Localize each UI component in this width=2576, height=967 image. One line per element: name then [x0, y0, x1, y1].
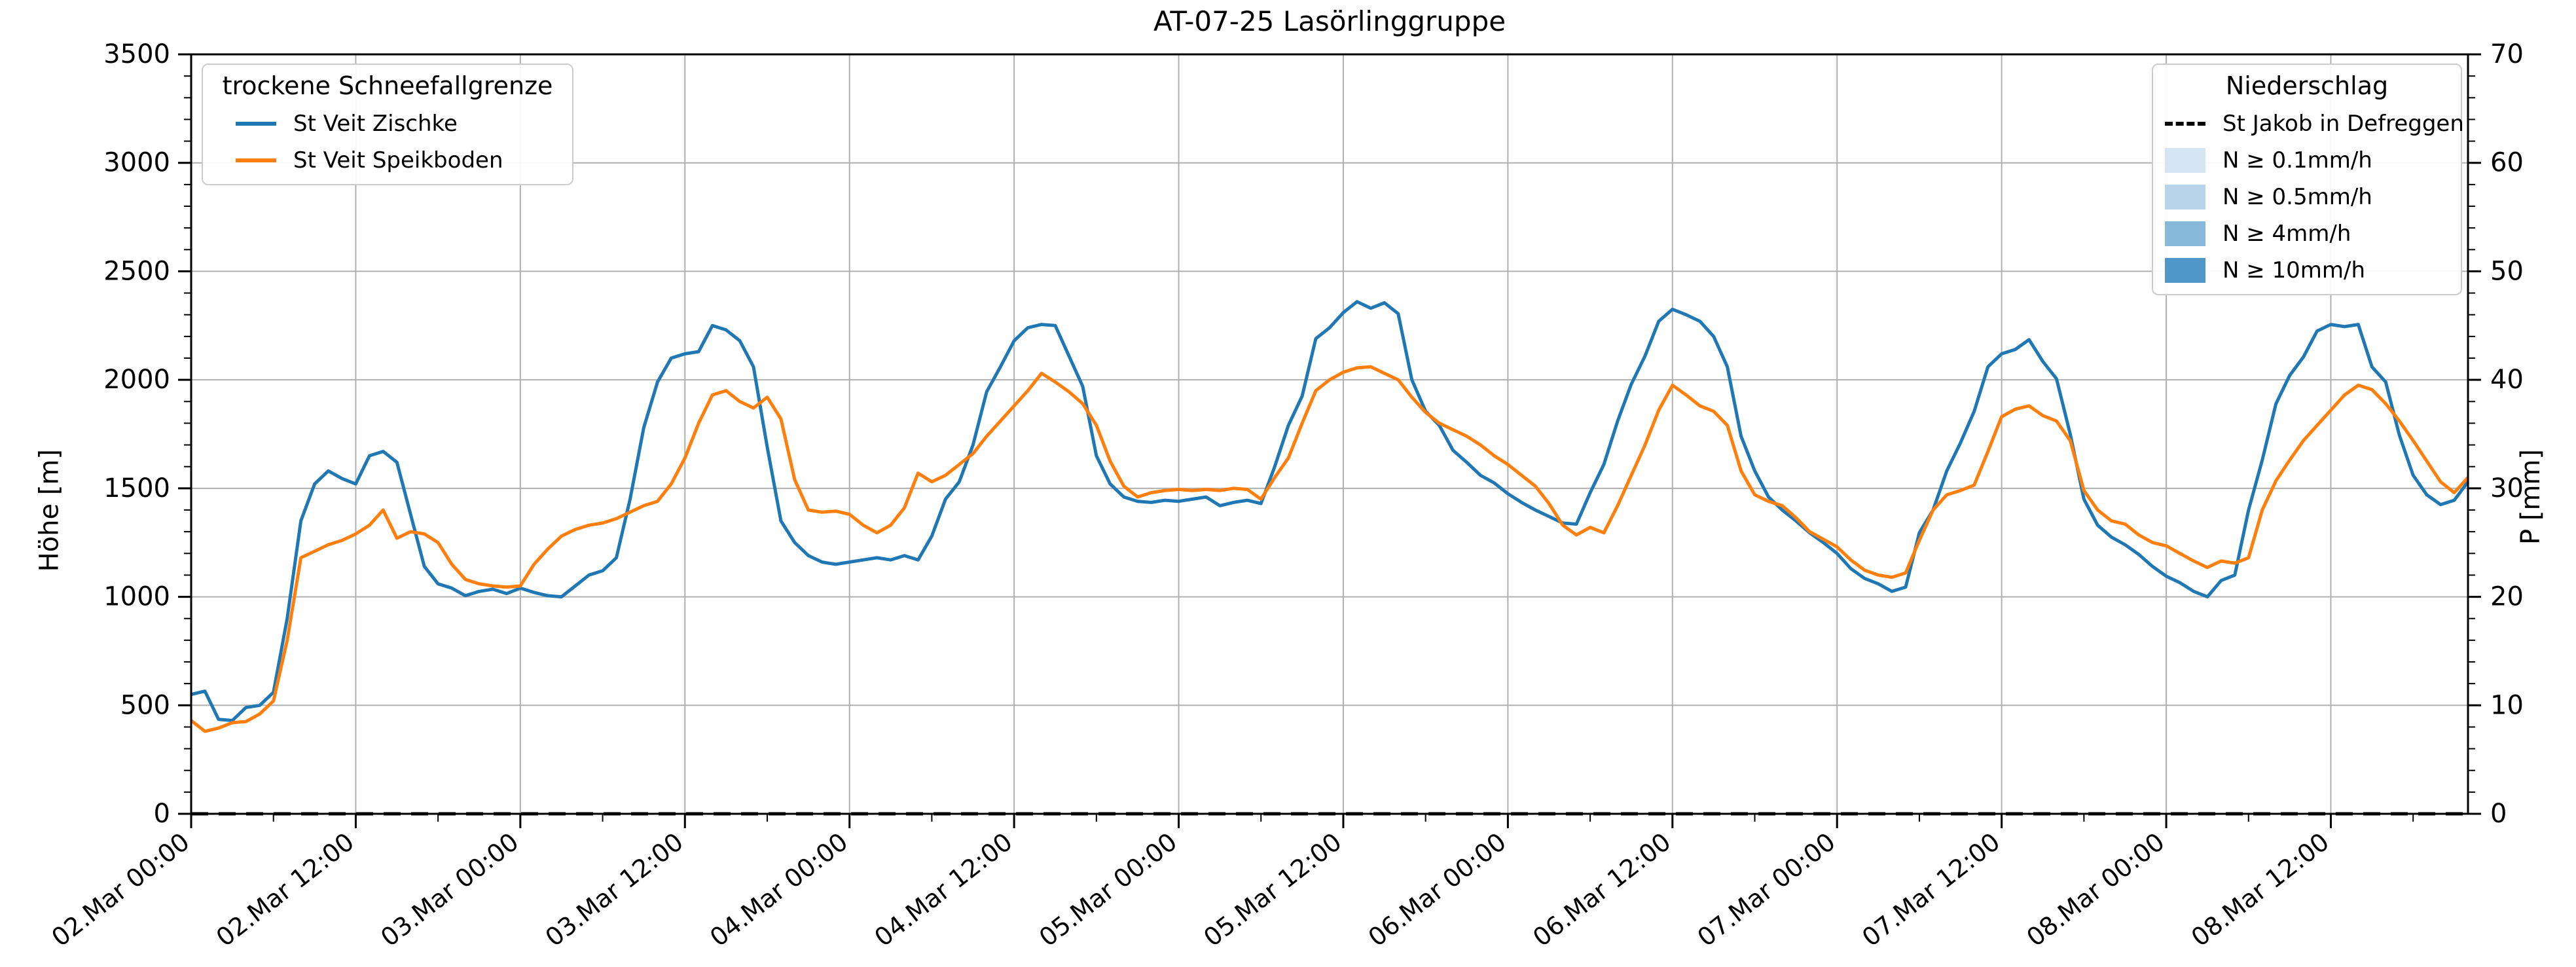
plot-border — [190, 53, 2469, 815]
x-tick-label: 03.Mar 12:00 — [540, 827, 689, 952]
y2-tick-label: 40 — [2490, 365, 2524, 395]
legend-snowfall-entry-label: St Veit Zischke — [293, 111, 458, 137]
right-axis-label-text: P [mm] — [2515, 448, 2546, 545]
y2-tick-label: 30 — [2490, 473, 2524, 503]
x-tick-label: 05.Mar 12:00 — [1198, 827, 1347, 952]
x-tick-label: 05.Mar 00:00 — [1034, 827, 1182, 952]
legend-precipitation-title: Niederschlag — [2225, 71, 2389, 100]
x-tick-label: 02.Mar 12:00 — [211, 827, 359, 952]
legend-snowfall-limit: trockene Schneefallgrenze St Veit Zischk… — [202, 64, 573, 185]
y2-tick-label: 20 — [2490, 582, 2524, 612]
legend-precip-entry: N ≥ 4mm/h — [2165, 221, 2449, 247]
y2-tick-label: 50 — [2490, 256, 2524, 286]
precip-intensity-swatch — [2165, 258, 2205, 283]
series-line-st-veit-zischke — [190, 300, 2470, 722]
left-axis-label-text: Höhe [m] — [34, 449, 65, 572]
precip-intensity-swatch — [2165, 185, 2205, 210]
legend-precip-entry-label: St Jakob in Defreggen — [2222, 111, 2464, 137]
legend-snowfall-entry: St Veit Zischke — [236, 111, 558, 137]
legend-precip-line-sample — [2165, 122, 2205, 126]
x-tick-label: 08.Mar 12:00 — [2186, 827, 2334, 952]
y2-tick-label: 0 — [2490, 799, 2507, 829]
legend-precipitation: Niederschlag St Jakob in Defreggen N ≥ 0.… — [2152, 64, 2464, 295]
legend-precip-entry: St Jakob in Defreggen — [2165, 111, 2464, 137]
precip-intensity-swatch — [2165, 221, 2205, 246]
y-tick-label: 1500 — [103, 473, 170, 503]
right-axis-label: P [mm] — [2516, 401, 2546, 545]
x-tick-label: 07.Mar 12:00 — [1857, 827, 2005, 952]
legend-snowfall-line-sample — [236, 122, 276, 126]
legend-precip-entry: N ≥ 0.5mm/h — [2165, 184, 2449, 210]
x-tick-label: 07.Mar 00:00 — [1692, 827, 1841, 952]
left-axis-label: Höhe [m] — [35, 388, 65, 572]
legend-snowfall-entry-label: St Veit Speikboden — [293, 147, 503, 173]
precip-intensity-swatch — [2165, 148, 2205, 173]
legend-precip-entry: N ≥ 0.1mm/h — [2165, 147, 2449, 173]
legend-precip-entry-label: N ≥ 0.5mm/h — [2222, 184, 2372, 210]
y-tick-label: 2500 — [103, 256, 170, 286]
x-tick-label: 06.Mar 00:00 — [1363, 827, 1512, 952]
legend-precip-entry-label: N ≥ 4mm/h — [2222, 221, 2351, 247]
legend-snowfall-title: trockene Schneefallgrenze — [222, 71, 553, 100]
x-tick-label: 04.Mar 00:00 — [704, 827, 853, 952]
y-tick-label: 500 — [120, 690, 170, 720]
y-tick-label: 1000 — [103, 582, 170, 612]
x-tick-label: 02.Mar 00:00 — [46, 827, 195, 952]
legend-precip-entry-label: N ≥ 10mm/h — [2222, 257, 2366, 283]
chart-title: AT-07-25 Lasörlinggruppe — [1153, 5, 1506, 37]
x-tick-label: 03.Mar 00:00 — [375, 827, 524, 952]
legend-snowfall-line-sample — [236, 158, 276, 162]
legend-precip-entry: N ≥ 10mm/h — [2165, 257, 2449, 283]
y2-tick-label: 60 — [2490, 148, 2524, 178]
y-tick-label: 2000 — [103, 365, 170, 395]
legend-precip-entry-label: N ≥ 0.1mm/h — [2222, 147, 2372, 173]
y-tick-label: 3000 — [103, 148, 170, 178]
series-line-st-veit-speikboden — [190, 365, 2469, 733]
x-tick-label: 08.Mar 00:00 — [2022, 827, 2170, 952]
y2-tick-label: 70 — [2490, 39, 2524, 69]
x-tick-label: 04.Mar 12:00 — [869, 827, 1018, 952]
x-tick-label: 06.Mar 12:00 — [1527, 827, 1676, 952]
y-tick-label: 0 — [154, 799, 170, 829]
y2-tick-label: 10 — [2490, 690, 2524, 720]
legend-snowfall-entry: St Veit Speikboden — [236, 147, 558, 173]
y-tick-label: 3500 — [103, 39, 170, 69]
